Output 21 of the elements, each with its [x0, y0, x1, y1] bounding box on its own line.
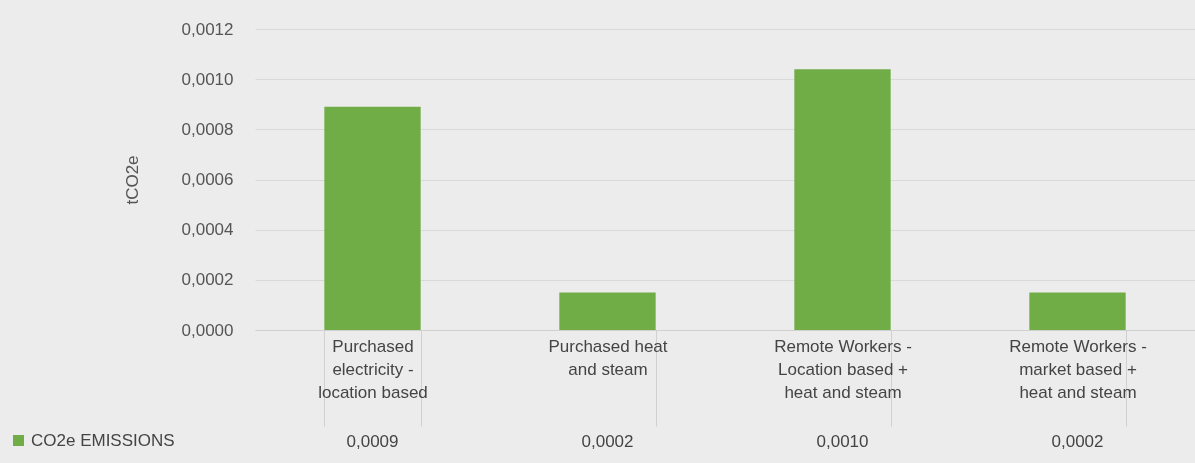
x-tick-label: Remote Workers - market based + heat and steam	[1009, 336, 1147, 402]
data-label: 0,0010	[816, 432, 869, 451]
bar	[324, 106, 421, 330]
y-tick-label: 0,0002	[181, 270, 234, 290]
data-label: 0,0002	[581, 432, 634, 451]
x-tick-label: Remote Workers - Location based + heat and steam	[774, 336, 912, 402]
y-tick-label: 0,0012	[181, 19, 234, 39]
y-tick-label: 0,0004	[181, 220, 234, 240]
y-tick-label: 0,0006	[181, 170, 234, 189]
y-tick-label: 0,0008	[181, 119, 234, 139]
x-tick-label: Purchased heat and steam	[548, 336, 668, 379]
x-tick-label: Purchased electricity - location based	[318, 336, 428, 402]
y-axis-title: tCO2e	[122, 155, 142, 205]
bar	[1029, 292, 1126, 330]
legend-label: CO2e EMISSIONS	[31, 430, 175, 450]
data-label: 0,0009	[346, 432, 399, 451]
y-tick-label: 0,0010	[181, 69, 234, 89]
y-tick-label: 0,0000	[181, 320, 234, 340]
data-label: 0,0002	[1051, 432, 1104, 451]
bar	[794, 69, 891, 330]
bar	[559, 292, 656, 330]
